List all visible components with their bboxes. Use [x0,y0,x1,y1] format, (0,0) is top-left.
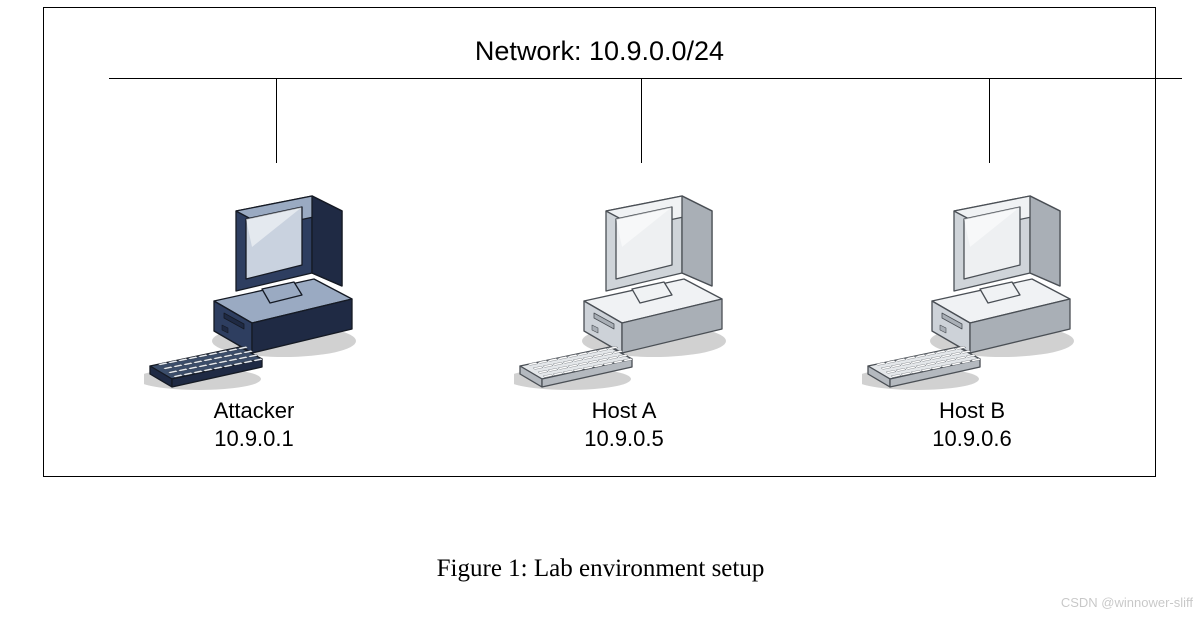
drop-line-host-b [989,78,990,163]
node-label-host-a: Host A 10.9.0.5 [514,397,734,454]
node-name: Host B [862,397,1082,426]
computer-icon [514,161,734,391]
node-attacker [144,161,364,396]
node-name: Host A [514,397,734,426]
figure-caption: Figure 1: Lab environment setup [0,555,1201,583]
node-label-host-b: Host B 10.9.0.6 [862,397,1082,454]
node-label-attacker: Attacker 10.9.0.1 [144,397,364,454]
node-ip: 10.9.0.6 [862,425,1082,454]
node-host-a [514,161,734,396]
node-name: Attacker [144,397,364,426]
node-ip: 10.9.0.1 [144,425,364,454]
node-host-b [862,161,1082,396]
drop-line-attacker [276,78,277,163]
diagram-frame: Network: 10.9.0.0/24 Attacker 10.9.0.1 H… [43,7,1156,477]
watermark: CSDN @winnower-sliff [1061,595,1193,610]
drop-line-host-a [641,78,642,163]
computer-icon [144,161,364,391]
computer-icon [862,161,1082,391]
node-ip: 10.9.0.5 [514,425,734,454]
network-bus-line [109,78,1182,79]
network-title: Network: 10.9.0.0/24 [44,36,1155,67]
